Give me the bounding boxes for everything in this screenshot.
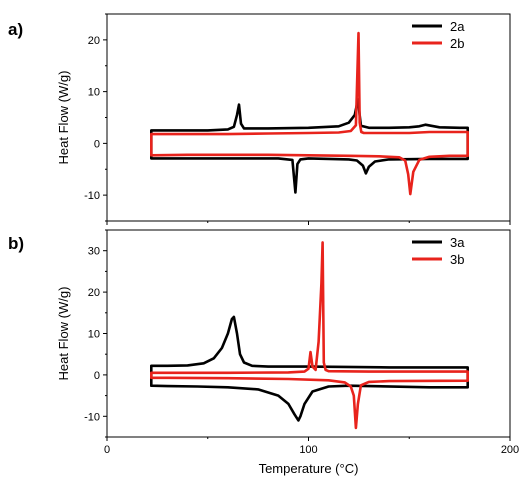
x-tick-label: 100	[299, 444, 317, 456]
series-line-2b	[150, 31, 470, 196]
y-tick-label: -10	[84, 190, 100, 202]
panel-b: -10 0 10 20 30 0 100 200 Heat Flow (W/g) Temperat…	[8, 229, 519, 476]
y-tick-label: 30	[88, 246, 100, 258]
legend-label-2b: 2b	[450, 36, 464, 51]
x-tick-label: 200	[501, 444, 519, 456]
panel-label: a)	[8, 20, 23, 39]
y-tick-label: 10	[88, 87, 100, 99]
y-tick-label: 20	[88, 35, 100, 47]
series-line-2a	[150, 98, 470, 194]
y-tick-label: -10	[84, 411, 100, 423]
series-line-3b	[150, 241, 470, 430]
panel-label: b)	[8, 234, 24, 253]
legend-label-3b: 3b	[450, 252, 464, 267]
legend-label-3a: 3a	[450, 235, 465, 250]
y-tick-label: 0	[94, 138, 100, 150]
x-axis-title: Temperature (°C)	[259, 461, 359, 476]
y-tick-label: 0	[94, 370, 100, 382]
y-axis-title: Heat Flow (W/g)	[56, 71, 71, 165]
y-axis-title: Heat Flow (W/g)	[56, 287, 71, 381]
x-tick-label: 0	[104, 444, 110, 456]
panel-a: -10 0 10 20 Heat Flow (W/g) a) 2a 2b	[8, 13, 511, 225]
legend-label-2a: 2a	[450, 19, 465, 34]
y-tick-label: 20	[88, 287, 100, 299]
y-tick-label: 10	[88, 329, 100, 341]
